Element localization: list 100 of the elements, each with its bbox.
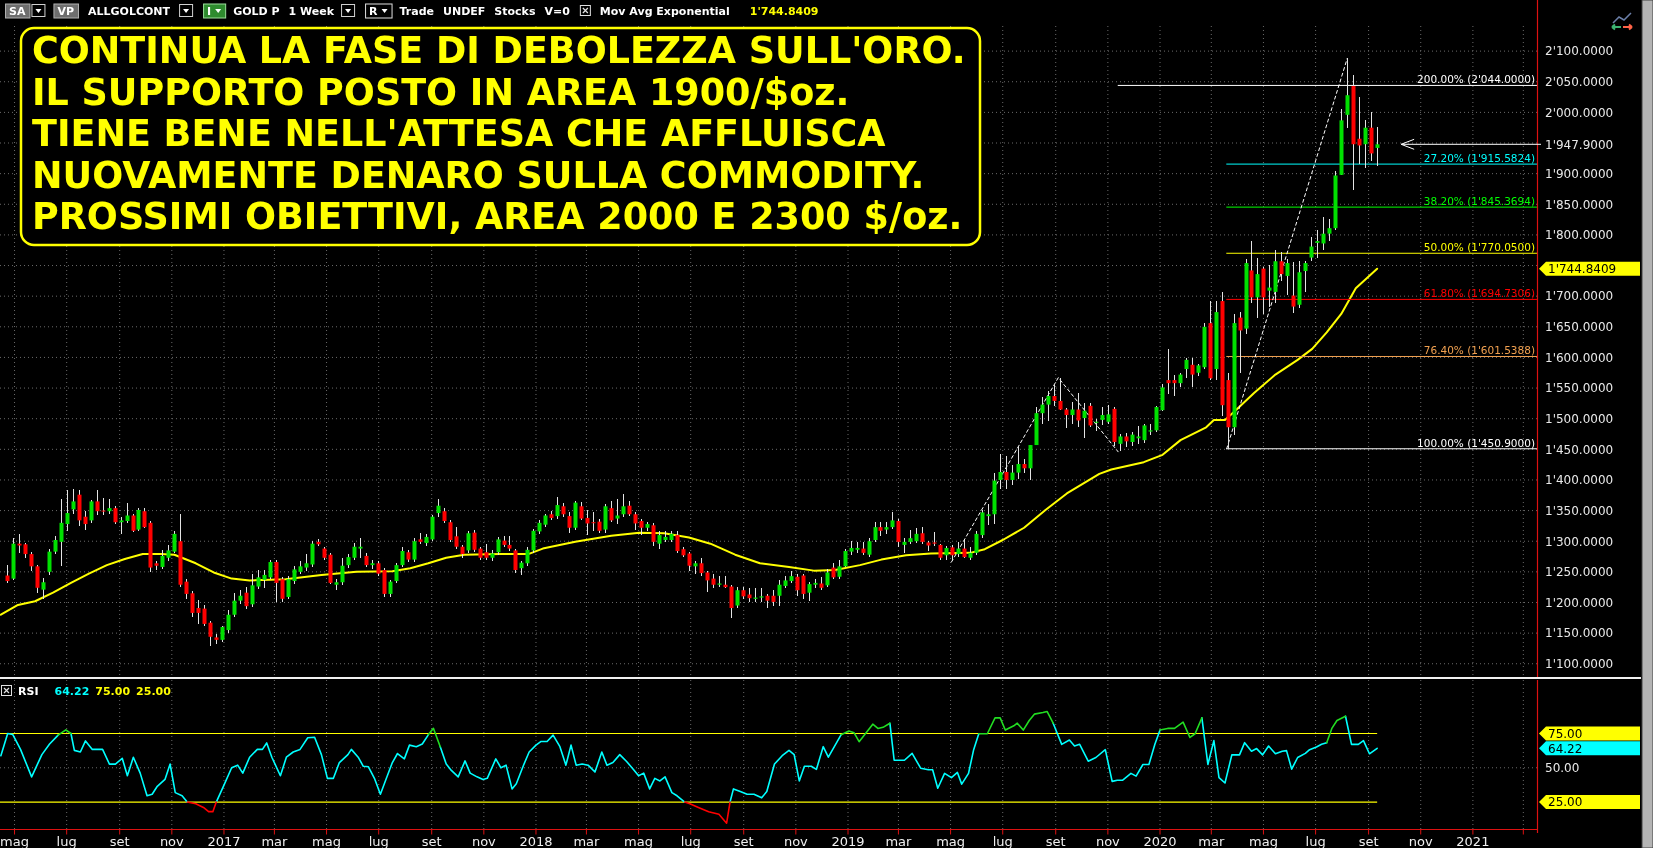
x-tick-label: mar — [885, 834, 913, 848]
candlestick — [932, 531, 937, 547]
candlestick — [1106, 404, 1111, 425]
y-tick-label: 1'200.0000 — [1545, 595, 1614, 610]
candlestick — [1375, 126, 1380, 167]
candlestick — [448, 519, 453, 543]
candlestick — [280, 576, 285, 603]
candlestick — [1267, 264, 1272, 308]
candlestick — [675, 530, 680, 554]
candlestick — [801, 573, 806, 600]
y-tick-label: 1'100.0000 — [1545, 657, 1614, 672]
text: Stocks — [494, 4, 536, 18]
candlestick — [1238, 311, 1243, 374]
candlestick — [591, 511, 596, 532]
annotation: 64.22 — [54, 684, 90, 698]
candlestick — [729, 584, 734, 619]
candlestick — [1184, 357, 1189, 379]
x-tick-label: set — [1045, 834, 1066, 848]
candlestick — [358, 537, 363, 559]
candlestick — [1160, 383, 1165, 412]
series-label: 38.20% (1'845.3694) — [1423, 195, 1535, 208]
candlestick — [256, 569, 261, 590]
text: Trade — [399, 4, 435, 18]
candlestick — [5, 564, 10, 584]
x-tick-label: mar — [573, 834, 601, 848]
candlestick — [1082, 402, 1087, 439]
candlestick — [974, 530, 979, 556]
candlestick — [525, 546, 530, 567]
text: 75.00 — [1548, 726, 1583, 741]
text: 1 Week — [288, 4, 335, 18]
candlestick — [1028, 444, 1033, 481]
candlestick — [1166, 348, 1171, 395]
candlestick — [136, 507, 141, 532]
y-tick-label: 1'947.9000 — [1545, 137, 1614, 152]
text: GOLD P — [233, 4, 280, 18]
candlestick — [232, 592, 237, 618]
candlestick — [268, 559, 273, 580]
candlestick — [1046, 390, 1051, 422]
text: R — [369, 4, 379, 18]
candlestick — [603, 503, 608, 534]
y-tick-label: 1'400.0000 — [1545, 473, 1614, 488]
text: V=0 — [544, 4, 571, 18]
candlestick — [585, 509, 590, 536]
text: SA — [9, 4, 26, 18]
y-tick-label: 1'250.0000 — [1545, 565, 1614, 580]
y-tick-label: 1'700.0000 — [1545, 289, 1614, 304]
candlestick — [95, 489, 100, 516]
y-tick-label: 1'150.0000 — [1545, 626, 1614, 641]
candlestick — [101, 497, 106, 516]
text: UNDEF — [443, 4, 486, 18]
candlestick — [1190, 357, 1195, 388]
x-tick-label: lug — [56, 834, 77, 848]
candlestick — [1016, 446, 1021, 480]
candlestick — [837, 559, 842, 580]
candlestick — [1094, 418, 1099, 432]
candlestick — [980, 509, 985, 539]
x-tick-label: lug — [680, 834, 701, 848]
candlestick — [986, 503, 991, 526]
candlestick — [286, 575, 291, 600]
candlestick — [244, 586, 249, 610]
x-tick-label: set — [1358, 834, 1379, 848]
text: 25.00 — [1548, 795, 1583, 810]
candlestick — [466, 530, 471, 554]
y-tick-label: 1'450.0000 — [1545, 442, 1614, 457]
x-tick-label: set — [733, 834, 754, 848]
x-tick-label: nov — [1095, 834, 1121, 848]
y-tick-label: 64.22 — [1548, 741, 1583, 756]
series-label: 50.00% (1'770.0500) — [1423, 241, 1535, 254]
x-tick-label: mag — [312, 834, 341, 848]
y-tick-label: 2'050.0000 — [1545, 75, 1614, 90]
candlestick — [579, 501, 584, 521]
y-tick-label: 1'300.0000 — [1545, 534, 1614, 549]
y-tick-label: 1'350.0000 — [1545, 503, 1614, 518]
candlestick — [125, 502, 130, 524]
x-tick-label: 2018 — [519, 834, 553, 848]
x-tick-label: nov — [471, 834, 497, 848]
candlestick — [513, 548, 518, 574]
candlestick — [651, 522, 656, 547]
candlestick — [1040, 396, 1045, 425]
x-tick-label: 2021 — [1456, 834, 1490, 848]
candlestick — [1058, 377, 1063, 411]
candlestick — [250, 573, 255, 608]
candlestick — [142, 507, 147, 529]
ref-line-label: 75.00 — [95, 684, 131, 698]
candlestick — [160, 549, 165, 570]
candlestick — [699, 557, 704, 577]
x-tick-label: mar — [261, 834, 289, 848]
x-tick-label: set — [421, 834, 442, 848]
candlestick — [621, 493, 626, 518]
candlestick — [1315, 229, 1320, 259]
candlestick — [196, 599, 201, 625]
y-tick-label: 1'550.0000 — [1545, 381, 1614, 396]
candlestick — [29, 551, 34, 572]
series-label: 76.40% (1'601.5388) — [1423, 344, 1535, 357]
x-tick-label: mag — [624, 834, 654, 848]
candlestick — [1136, 425, 1141, 445]
candlestick — [59, 498, 64, 567]
x-tick-label: mag — [0, 834, 29, 848]
candlestick — [1279, 251, 1284, 282]
candlestick — [687, 551, 692, 572]
